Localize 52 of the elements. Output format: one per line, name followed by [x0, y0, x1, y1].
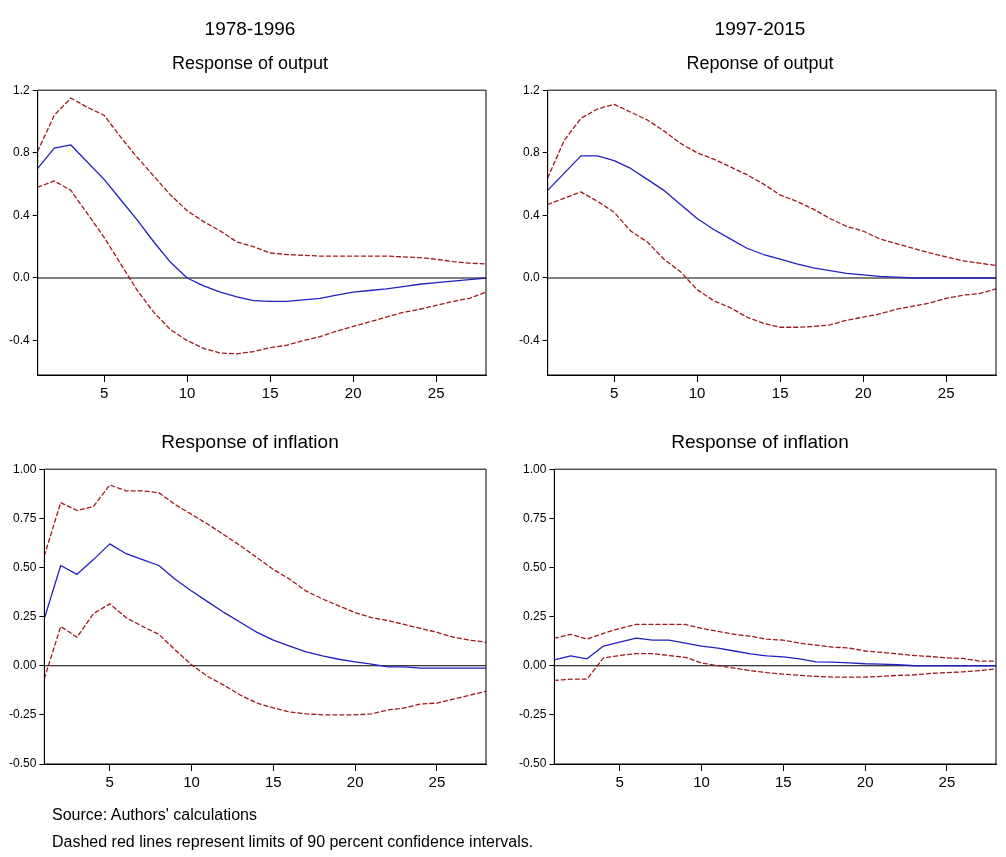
x-tick-label: 20 — [346, 773, 364, 791]
x-tick-label: 15 — [261, 384, 279, 402]
y-tick-label: 1.00 — [522, 461, 547, 476]
y-tick-label: 0.00 — [12, 658, 37, 673]
x-tick-label: 15 — [775, 773, 792, 791]
y-tick-label: -0.4 — [8, 332, 30, 347]
x-tick-label: 15 — [771, 384, 789, 402]
chart-title: Response of inflation — [160, 430, 340, 454]
y-tick-label: 0.50 — [522, 559, 547, 574]
chart-title: 1978-1996 — [203, 17, 297, 41]
x-tick-label: 20 — [344, 384, 362, 402]
text: Dashed red lines represent limits of 90 percent confidence intervals. — [52, 832, 534, 852]
x-tick-label: 5 — [615, 773, 624, 791]
x-tick-label: 20 — [856, 773, 874, 791]
x-tick-label: 5 — [99, 384, 109, 402]
y-tick-label: -0.25 — [518, 707, 547, 722]
y-tick-label: 0.50 — [12, 559, 37, 574]
y-tick-label: 1.2 — [12, 82, 30, 97]
x-tick-label: 25 — [938, 773, 956, 791]
x-tick-label: 20 — [854, 384, 872, 402]
y-tick-label: -0.25 — [8, 707, 37, 722]
y-tick-label: 0.0 — [12, 270, 30, 285]
y-tick-label: 0.8 — [12, 145, 30, 160]
y-tick-label: -0.4 — [518, 332, 540, 347]
y-tick-label: 0.8 — [522, 145, 540, 160]
y-tick-label: 0.75 — [522, 510, 547, 525]
chart-title: 1997-2015 — [713, 17, 807, 41]
y-tick-label: 0.0 — [522, 270, 540, 285]
y-tick-label: -0.50 — [518, 756, 547, 771]
y-tick-label: 1.00 — [12, 461, 37, 476]
y-tick-label: 0.4 — [522, 207, 540, 222]
x-tick-label: 10 — [183, 773, 200, 791]
x-tick-label: 25 — [937, 384, 955, 402]
x-tick-label: 10 — [693, 773, 710, 791]
chart-title: Response of inflation — [670, 430, 850, 454]
source-note: Source: Authors' calculations — [52, 805, 258, 825]
x-tick-label: 5 — [105, 773, 114, 791]
y-tick-label: -0.50 — [8, 756, 37, 771]
x-tick-label: 5 — [609, 384, 619, 402]
x-tick-label: 25 — [428, 773, 446, 791]
chart-subtitle: Reponse of output — [685, 52, 835, 75]
x-tick-label: 15 — [265, 773, 282, 791]
chart-subtitle: Response of output — [170, 52, 330, 75]
y-tick-label: 0.75 — [12, 510, 37, 525]
y-tick-label: 0.25 — [522, 608, 547, 623]
y-tick-label: 1.2 — [522, 82, 540, 97]
y-tick-label: 0.25 — [12, 608, 37, 623]
y-tick-label: 0.4 — [12, 207, 30, 222]
x-tick-label: 25 — [427, 384, 445, 402]
x-tick-label: 10 — [178, 384, 196, 402]
x-tick-label: 10 — [688, 384, 706, 402]
y-tick-label: 0.00 — [522, 658, 547, 673]
